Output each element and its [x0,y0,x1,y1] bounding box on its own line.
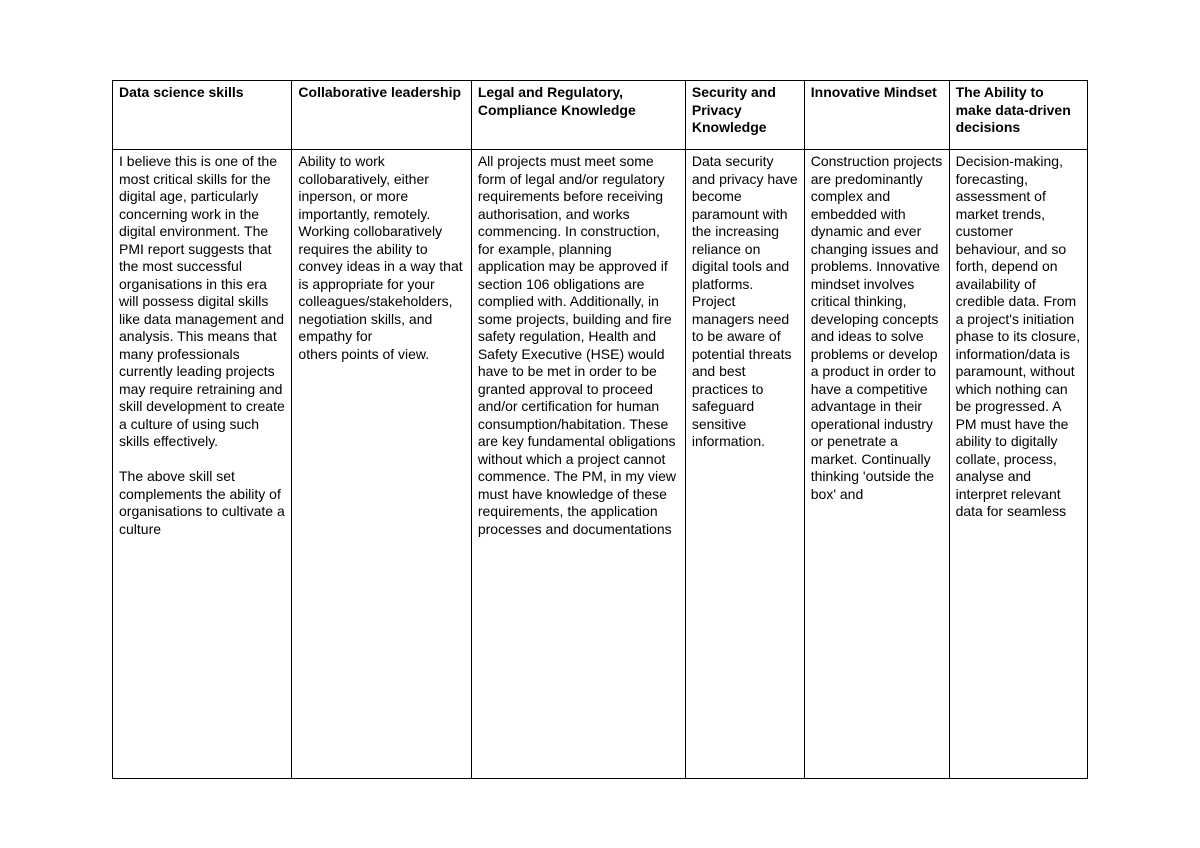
cell-data-science: I believe this is one of the most critic… [113,150,292,779]
table-row: I believe this is one of the most critic… [113,150,1088,779]
col-header-security-privacy: Security and Privacy Knowledge [685,81,804,150]
cell-collaborative: Ability to work collobaratively, either … [292,150,471,779]
document-page: Data science skills Collaborative leader… [0,0,1200,848]
col-header-collaborative: Collaborative leadership [292,81,471,150]
cell-security-privacy: Data security and privacy have become pa… [685,150,804,779]
cell-innovative-mindset: Construction projects are predominantly … [804,150,949,779]
cell-legal-compliance: All projects must meet some form of lega… [471,150,685,779]
col-header-innovative-mindset: Innovative Mindset [804,81,949,150]
col-header-data-driven: The Ability to make data-driven decision… [949,81,1087,150]
col-header-data-science: Data science skills [113,81,292,150]
cell-data-driven: Decision-making, forecasting, assessment… [949,150,1087,779]
skills-table: Data science skills Collaborative leader… [112,80,1088,779]
table-header-row: Data science skills Collaborative leader… [113,81,1088,150]
col-header-legal-compliance: Legal and Regulatory, Compliance Knowled… [471,81,685,150]
